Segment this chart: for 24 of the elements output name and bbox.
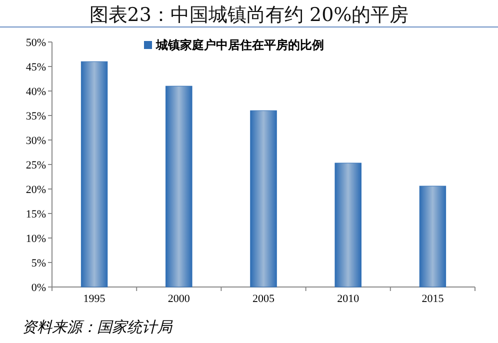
x-tick-label: 2005 [252, 293, 275, 305]
y-tick-label: 50% [26, 37, 46, 49]
bar [250, 110, 277, 288]
chart-title: 图表23：中国城镇尚有约 20%的平房 [89, 4, 409, 26]
x-tick-label: 2015 [422, 293, 444, 305]
legend-label: 城镇家庭户中居住在平房的比例 [155, 38, 324, 52]
bar [80, 61, 108, 288]
bar [419, 186, 446, 288]
y-tick-label: 30% [26, 135, 46, 147]
text: 资料来源：国家统计局 [22, 318, 173, 336]
y-tick-label: 35% [26, 110, 46, 122]
y-tick-label: 20% [26, 184, 46, 196]
y-tick-label: 15% [26, 208, 46, 220]
bar [334, 162, 362, 288]
bar [166, 86, 192, 288]
y-tick-label: 10% [26, 233, 46, 245]
x-tick-label: 1995 [83, 293, 106, 305]
y-tick-label: 0% [31, 282, 46, 294]
y-tick-label: 45% [26, 62, 46, 74]
y-tick-label: 25% [26, 160, 46, 172]
y-tick-label: 5% [31, 258, 46, 270]
x-tick-label: 2010 [337, 293, 360, 305]
y-tick-label: 40% [26, 86, 46, 98]
x-tick-label: 2000 [168, 293, 190, 305]
